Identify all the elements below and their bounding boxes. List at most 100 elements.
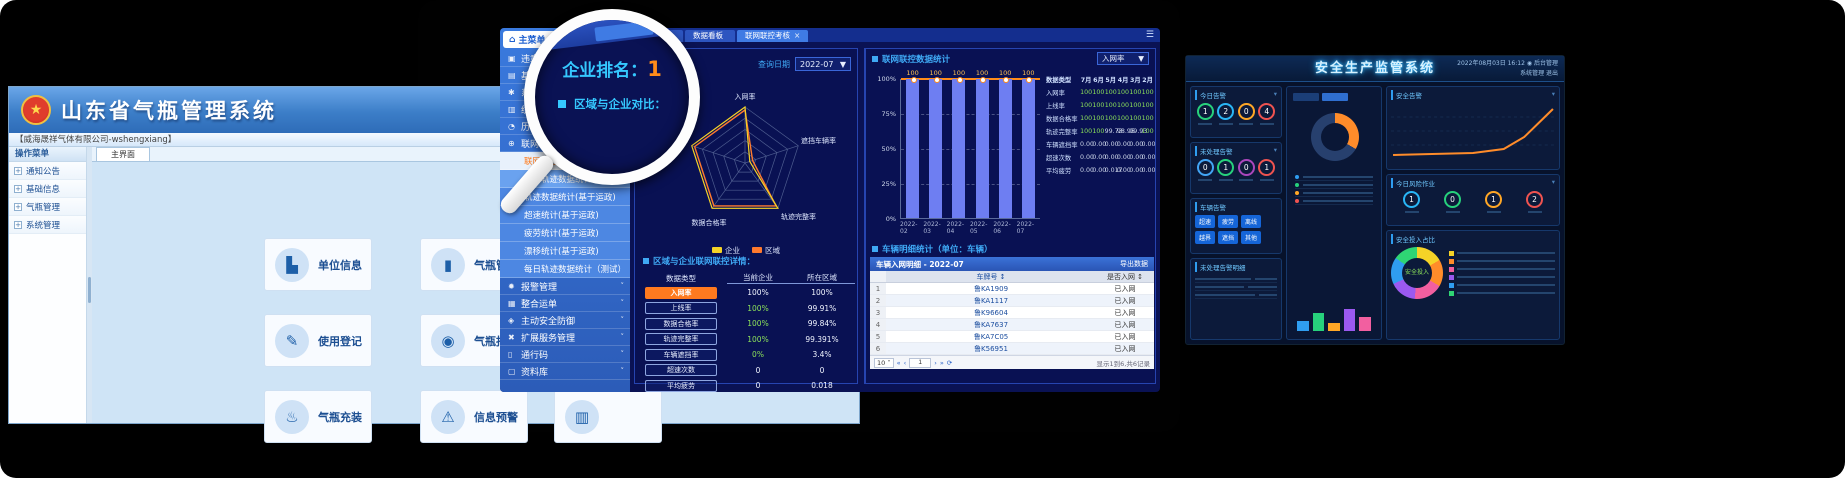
- mini-tab[interactable]: [1322, 93, 1348, 101]
- metric-button[interactable]: 平均疲劳: [645, 379, 717, 392]
- metric-dropdown[interactable]: 入网率 ▼: [1097, 52, 1149, 65]
- home-card[interactable]: ⚠ 信息预警: [420, 390, 528, 443]
- table-row[interactable]: 2 鲁KA1117 已入网: [870, 295, 1154, 307]
- bar[interactable]: [906, 77, 920, 218]
- card-label: 信息预警: [474, 410, 518, 424]
- bar[interactable]: [1021, 77, 1035, 218]
- tabbar-menu-icon[interactable]: ☰: [1145, 30, 1154, 40]
- sidebar-splitter[interactable]: [87, 147, 92, 423]
- card-icon: ♨: [275, 399, 309, 434]
- monthly-stats-table: 数据类型 7月 6月 5月 4月 3月 2月 入网率 100: [1046, 73, 1156, 177]
- plate-number: 鲁KA1909: [973, 284, 1009, 293]
- metric-button[interactable]: 超速次数: [645, 364, 717, 377]
- stat-circle: 0: [1196, 159, 1214, 181]
- home-card[interactable]: ♨ 气瓶充装: [264, 390, 372, 443]
- bar-column[interactable]: 100: [906, 69, 920, 218]
- sidebar-subitem[interactable]: 每日轨迹数据统计（测试）: [500, 260, 630, 278]
- alarm-tag-button[interactable]: 越界: [1195, 231, 1216, 244]
- expand-plus-icon[interactable]: +: [14, 184, 22, 193]
- home-card[interactable]: ▙ 单位信息: [264, 238, 372, 291]
- metric-button[interactable]: 轨迹完整率: [645, 333, 717, 346]
- home-card[interactable]: ✎ 使用登记: [264, 314, 372, 367]
- page-input[interactable]: [909, 357, 932, 368]
- sidebar-item-label: 整合运单: [521, 299, 558, 310]
- tab-main-view[interactable]: 主界面: [96, 147, 150, 161]
- sidebar-item-icon: ◈: [508, 315, 515, 325]
- legend-company[interactable]: 企业: [712, 245, 740, 256]
- metric-button[interactable]: 车辆遮挡率: [645, 348, 717, 361]
- alarm-tag-button[interactable]: 超速: [1195, 215, 1216, 228]
- table-row[interactable]: 3 鲁K96604 已入网: [870, 307, 1154, 319]
- bar-column[interactable]: 100: [929, 69, 943, 218]
- sidebar-subitem[interactable]: 漂移统计(基于运政): [500, 242, 630, 260]
- sidebar-item[interactable]: ◈ 主动安全防御 ˅: [500, 312, 630, 329]
- tab-close-icon[interactable]: ×: [794, 31, 801, 40]
- alarm-tag-button[interactable]: 疲劳: [1218, 215, 1239, 228]
- sidebar-subitem[interactable]: 轨迹数据统计(基于运政): [500, 188, 630, 206]
- refresh-icon[interactable]: ⟳: [946, 358, 953, 367]
- user-badge[interactable]: 后台管理: [1533, 60, 1558, 67]
- table-row[interactable]: 4 鲁KA7637 已入网: [870, 319, 1154, 331]
- section-bullet-icon: [872, 246, 878, 252]
- region-value: 0: [819, 365, 825, 375]
- splitter-grip[interactable]: [88, 277, 91, 303]
- query-date-select[interactable]: 2022-07 ▼: [795, 57, 851, 71]
- export-button[interactable]: 导出数据: [1120, 260, 1148, 268]
- expand-plus-icon[interactable]: +: [14, 202, 22, 211]
- metric-button[interactable]: 数据合格率: [645, 317, 717, 330]
- first-page-button[interactable]: «: [896, 358, 901, 367]
- expand-plus-icon[interactable]: +: [14, 166, 22, 175]
- bar[interactable]: [975, 77, 989, 218]
- table-row[interactable]: 5 鲁KA7C05 已入网: [870, 331, 1154, 343]
- left-menu-item[interactable]: + 系统管理: [9, 216, 86, 234]
- last-page-button[interactable]: »: [939, 358, 944, 367]
- chevron-down-icon[interactable]: ▾: [1551, 90, 1555, 98]
- left-menu-item[interactable]: + 通知公告: [9, 162, 86, 180]
- company-value: 0: [755, 365, 761, 375]
- alarm-tag-button[interactable]: 遮挡: [1218, 231, 1239, 244]
- bar-column[interactable]: 100: [975, 69, 989, 218]
- stats-row-label: 车辆遮挡率: [1046, 142, 1078, 149]
- chevron-down-icon[interactable]: ▾: [1273, 146, 1277, 154]
- radar-label-se: 轨迹完整率: [781, 212, 816, 221]
- left-menu-item[interactable]: + 基础信息: [9, 180, 86, 198]
- chevron-down-icon[interactable]: ▾: [1273, 90, 1277, 98]
- sidebar-item[interactable]: ✹ 报警管理 ˅: [500, 278, 630, 295]
- table-row[interactable]: 6 鲁K56951 已入网: [870, 343, 1154, 355]
- sidebar-item[interactable]: ▢ 资料库 ˅: [500, 363, 630, 380]
- alarm-tag-button[interactable]: 离线: [1241, 215, 1262, 228]
- invest-panel: 安全投入占比 安全投入: [1386, 230, 1560, 340]
- expand-plus-icon[interactable]: +: [14, 220, 22, 229]
- content-tab[interactable]: 联网联控考核 ×: [737, 30, 809, 42]
- bar[interactable]: [929, 77, 943, 218]
- details-row: 上线率 100% 99.91%: [635, 301, 857, 317]
- stat-circle: 1: [1258, 159, 1276, 181]
- plate-column-header[interactable]: 车牌号 ↕: [976, 272, 1006, 281]
- metric-button[interactable]: 上线率: [645, 302, 717, 315]
- header-links[interactable]: 系统管理 退出: [1520, 70, 1558, 77]
- content-tab[interactable]: 数据看板: [685, 30, 735, 42]
- sidebar-subitem[interactable]: 疲劳统计(基于运政): [500, 224, 630, 242]
- page-size-select[interactable]: 10 ˅: [874, 357, 894, 368]
- metric-button[interactable]: 入网率: [645, 286, 717, 299]
- sidebar-item[interactable]: ▦ 整合运单 ˅: [500, 295, 630, 312]
- prev-page-button[interactable]: ‹: [903, 358, 907, 367]
- network-status: 已入网: [1114, 296, 1136, 305]
- bar-column[interactable]: 100: [998, 69, 1012, 218]
- bar-column[interactable]: 100: [952, 69, 966, 218]
- bar-column[interactable]: 100: [1021, 69, 1035, 218]
- bar[interactable]: [998, 77, 1012, 218]
- bar[interactable]: [952, 77, 966, 218]
- chevron-down-icon[interactable]: ▾: [1551, 178, 1555, 186]
- sidebar-item[interactable]: ▯ 通行码 ˅: [500, 346, 630, 363]
- alarm-tag-button[interactable]: 其他: [1241, 231, 1262, 244]
- mini-tab[interactable]: [1293, 93, 1319, 101]
- sidebar-item[interactable]: ✖ 扩展服务管理 ˅: [500, 329, 630, 346]
- sidebar-subitem[interactable]: 超速统计(基于运政): [500, 206, 630, 224]
- home-card-partial[interactable]: ▥: [554, 390, 662, 443]
- table-row[interactable]: 1 鲁KA1909 已入网: [870, 283, 1154, 295]
- next-page-button[interactable]: ›: [934, 358, 937, 367]
- status-column-header[interactable]: 是否入网 ↕: [1106, 272, 1144, 281]
- legend-region[interactable]: 区域: [752, 245, 780, 256]
- left-menu-item[interactable]: + 气瓶管理: [9, 198, 86, 216]
